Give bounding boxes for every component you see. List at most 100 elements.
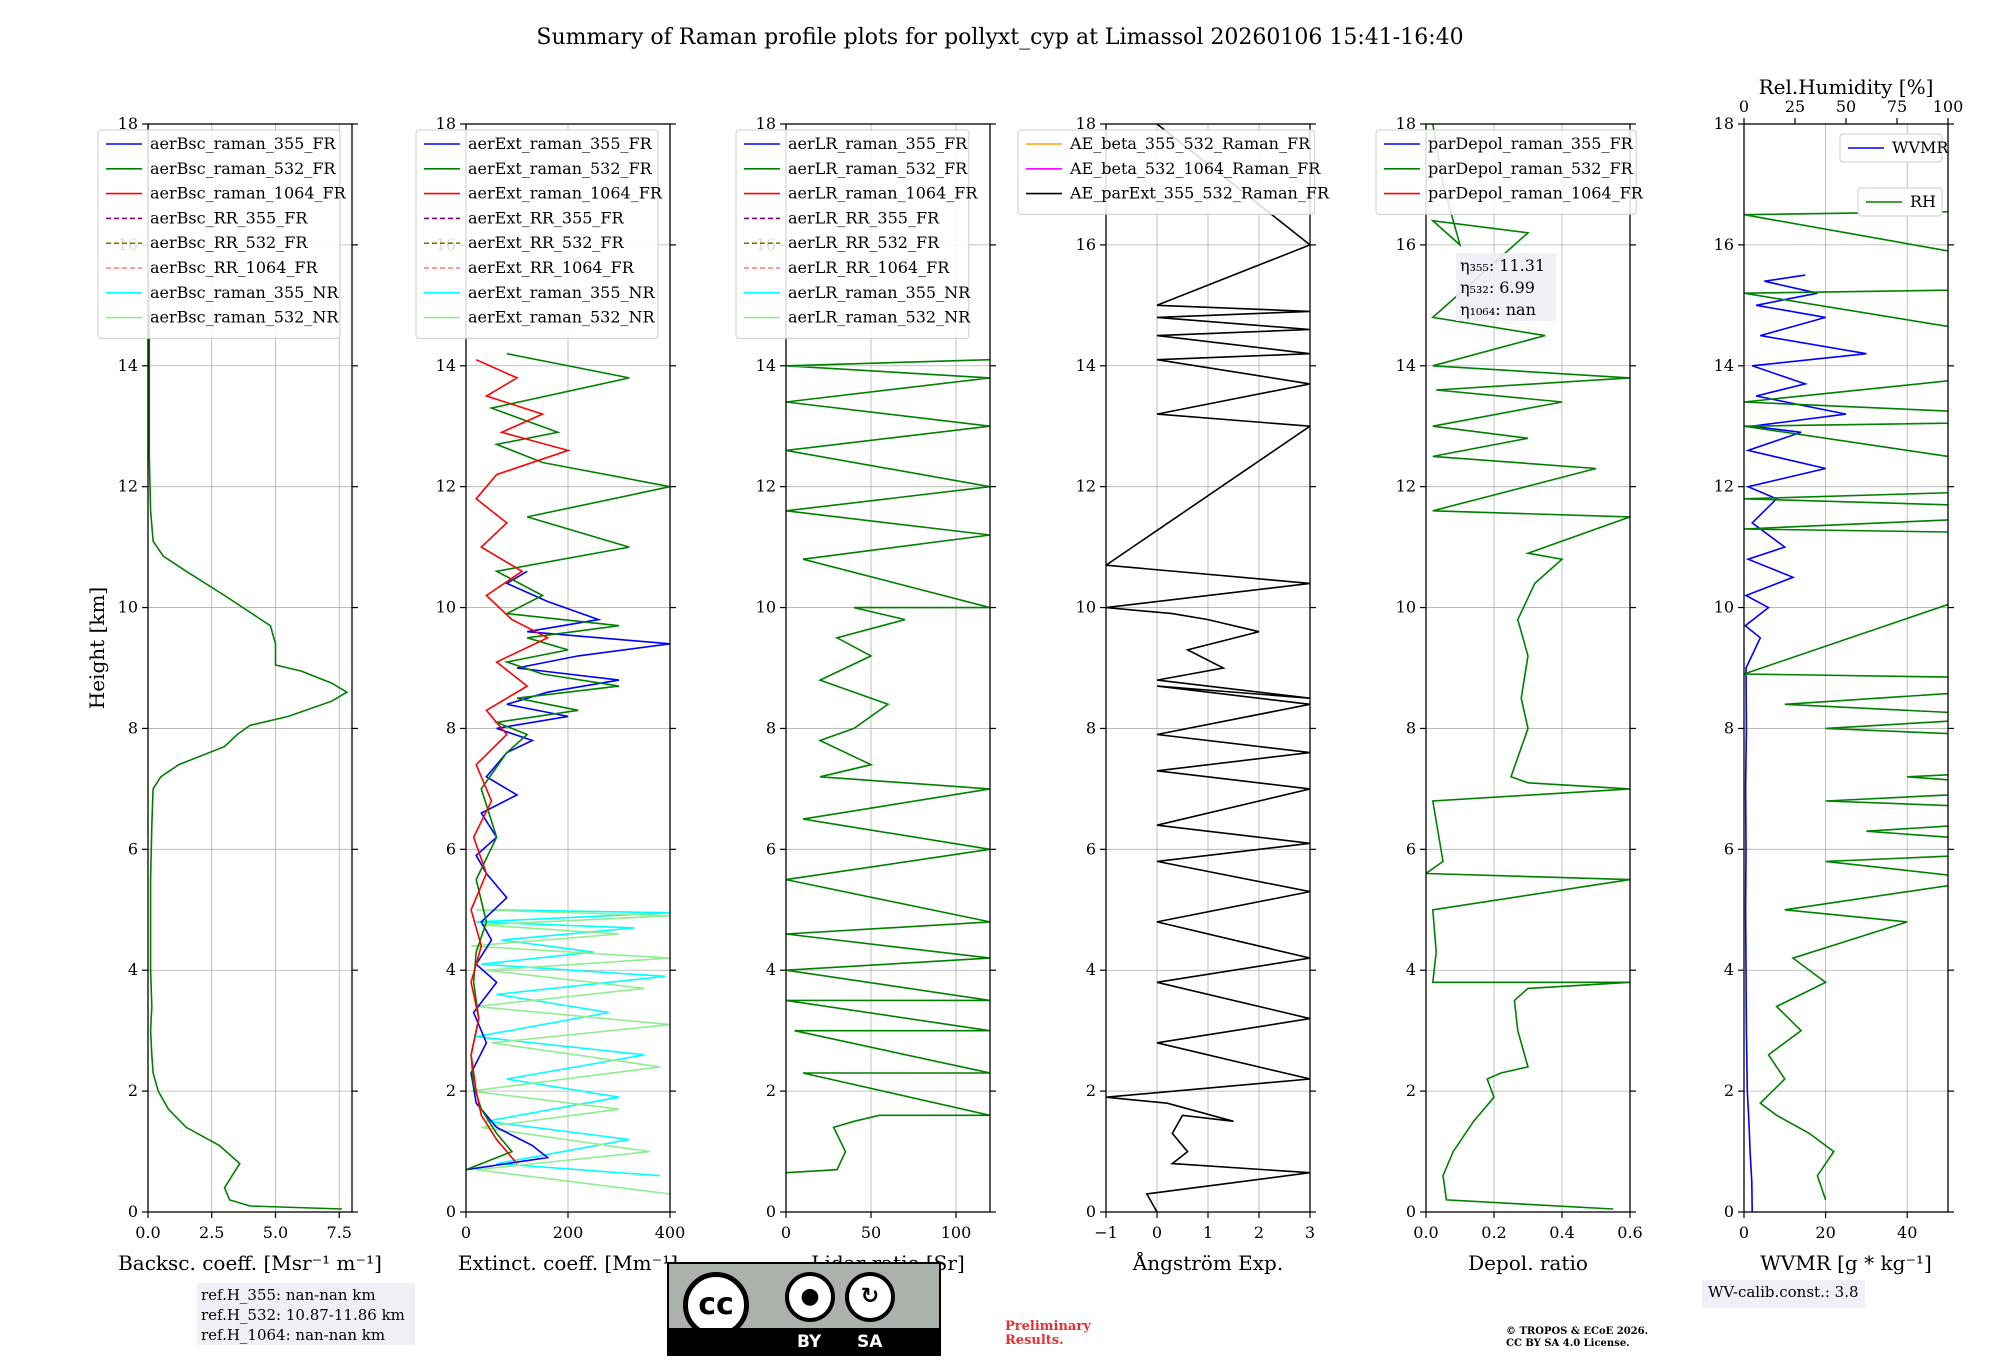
x-tick-label: 2.5	[199, 1223, 224, 1242]
plot-frame	[1743, 123, 1949, 1213]
eta-annotation-line: η₃₅₅: 11.31	[1460, 256, 1545, 275]
x-tick-label: 0.0	[1413, 1223, 1438, 1242]
legend-label: aerExt_raman_1064_FR	[468, 184, 663, 203]
ref-height-355: ref.H_355: nan-nan km	[201, 1286, 376, 1304]
series-group	[148, 124, 349, 1210]
figure-title: Summary of Raman profile plots for polly…	[536, 25, 1463, 50]
y-tick-label: 10	[756, 598, 776, 617]
copyright-line-1: © TROPOS & ECoE 2026.	[1506, 1326, 1649, 1337]
x-tick-label: 100	[941, 1223, 972, 1242]
ref-height-1064: ref.H_1064: nan-nan km	[201, 1326, 386, 1344]
y-tick-label: 0	[1086, 1202, 1096, 1221]
y-tick-label: 16	[1396, 235, 1416, 254]
wv-calibration-box: WV-calib.const.: 3.8	[1702, 1280, 1865, 1308]
y-tick-label: 4	[1406, 960, 1416, 979]
series-group	[786, 358, 990, 1174]
y-tick-label: 10	[1076, 598, 1096, 617]
y-tick-label: 18	[1076, 114, 1096, 133]
y-tick-label: 6	[766, 839, 776, 858]
y-tick-label: 8	[446, 718, 456, 737]
top-axis-label: Rel.Humidity [%]	[1759, 75, 1934, 99]
y-tick-label: 16	[1076, 235, 1096, 254]
legend-label: WVMR	[1892, 138, 1949, 157]
license-sa-text: SA	[857, 1332, 883, 1352]
y-tick-label: 0	[766, 1202, 776, 1221]
x-tick-label: 0.2	[1481, 1223, 1506, 1242]
x-tick-label: 40	[1897, 1223, 1917, 1242]
y-tick-label: 6	[128, 839, 138, 858]
y-tick-label: 12	[756, 477, 776, 496]
y-tick-label: 4	[128, 960, 138, 979]
y-tick-label: 8	[766, 718, 776, 737]
legend-label: aerLR_raman_355_FR	[788, 134, 968, 153]
eta-annotation-line: η₁₀₆₄: nan	[1460, 300, 1536, 319]
y-tick-label: 14	[436, 356, 456, 375]
legend-box	[97, 129, 341, 339]
y-tick-label: 14	[118, 356, 138, 375]
legend-label: aerExt_raman_532_NR	[468, 308, 656, 327]
x-tick-label: 50	[861, 1223, 881, 1242]
x-tick-label: −1	[1094, 1223, 1118, 1242]
y-tick-label: 12	[118, 477, 138, 496]
y-tick-label: 6	[1724, 839, 1734, 858]
x-tick-label: 3	[1305, 1223, 1315, 1242]
legend-label: aerExt_RR_532_FR	[468, 233, 625, 252]
legend-label: aerBsc_RR_355_FR	[150, 208, 308, 227]
y-tick-label: 2	[1086, 1081, 1096, 1100]
y-tick-label: 0	[1724, 1202, 1734, 1221]
y-tick-label: 6	[446, 839, 456, 858]
y-tick-label: 6	[1406, 839, 1416, 858]
legend-label: aerLR_raman_355_NR	[788, 283, 971, 302]
y-tick-label: 10	[1396, 598, 1416, 617]
series-line-rh	[1744, 210, 1948, 1201]
ref-height-532: ref.H_532: 10.87-11.86 km	[201, 1306, 405, 1324]
y-tick-label: 18	[756, 114, 776, 133]
legend-label: aerExt_raman_355_FR	[468, 134, 653, 153]
cc-by-sa-logo: cc ● ↻ BY SA	[667, 1262, 941, 1356]
legend-label: aerExt_raman_355_NR	[468, 283, 656, 302]
y-tick-label: 2	[446, 1081, 456, 1100]
legend-box	[415, 129, 659, 339]
y-tick-label: 8	[1406, 718, 1416, 737]
preliminary-line-1: Preliminary	[1005, 1319, 1091, 1334]
x-axis-label: Ångström Exp.	[1132, 1250, 1283, 1275]
legend-label: aerExt_raman_532_FR	[468, 159, 653, 178]
y-tick-label: 12	[436, 477, 456, 496]
legend-label: parDepol_raman_355_FR	[1428, 134, 1634, 153]
legend-box	[1375, 129, 1637, 215]
y-tick-label: 12	[1076, 477, 1096, 496]
x-tick-label: 5.0	[263, 1223, 288, 1242]
series-line-aerbsc-raman-532-fr	[148, 124, 349, 1210]
license-bar	[669, 1328, 939, 1354]
x-tick-label: 0.6	[1617, 1223, 1642, 1242]
y-tick-label: 14	[1076, 356, 1096, 375]
attribution-icon: ●	[785, 1272, 835, 1322]
x-tick-label: 0	[461, 1223, 471, 1242]
series-group	[1426, 124, 1630, 1210]
y-tick-label: 14	[756, 356, 776, 375]
plot-frame	[1105, 123, 1311, 1213]
x-axis-label: Backsc. coeff. [Msr⁻¹ m⁻¹]	[118, 1251, 382, 1275]
y-tick-label: 6	[1086, 839, 1096, 858]
legend-label: AE_beta_355_532_Raman_FR	[1069, 134, 1311, 153]
legend-label: aerBsc_raman_355_NR	[150, 283, 339, 302]
y-tick-label: 10	[118, 598, 138, 617]
x-tick-label: 2	[1254, 1223, 1264, 1242]
series-line-aerext-raman-532-nr	[470, 909, 670, 1195]
panel-lr: 050100024681012141618Lidar ratio [Sr]aer…	[735, 114, 996, 1275]
legend-label: aerLR_raman_1064_FR	[788, 184, 978, 203]
legend-label: aerLR_RR_532_FR	[788, 233, 940, 252]
plot-frame	[1425, 123, 1631, 1213]
legend-label: aerLR_RR_1064_FR	[788, 258, 950, 277]
legend-label: aerExt_RR_355_FR	[468, 208, 625, 227]
y-tick-label: 2	[1724, 1081, 1734, 1100]
y-tick-label: 8	[1086, 718, 1096, 737]
x-tick-label: 0.0	[135, 1223, 160, 1242]
panel-dep: 0.0 0.2 0.4 0.6 0 2 4 6 8 10 12 14 16 18 Depol. ratio p…	[1375, 114, 1644, 1275]
y-tick-label: 4	[1086, 960, 1096, 979]
x-tick-label: 200	[553, 1223, 584, 1242]
copyright-note: © TROPOS & ECoE 2026. CC BY SA 4.0 Licen…	[1506, 1326, 1648, 1350]
legend-label: aerBsc_raman_1064_FR	[150, 184, 347, 203]
